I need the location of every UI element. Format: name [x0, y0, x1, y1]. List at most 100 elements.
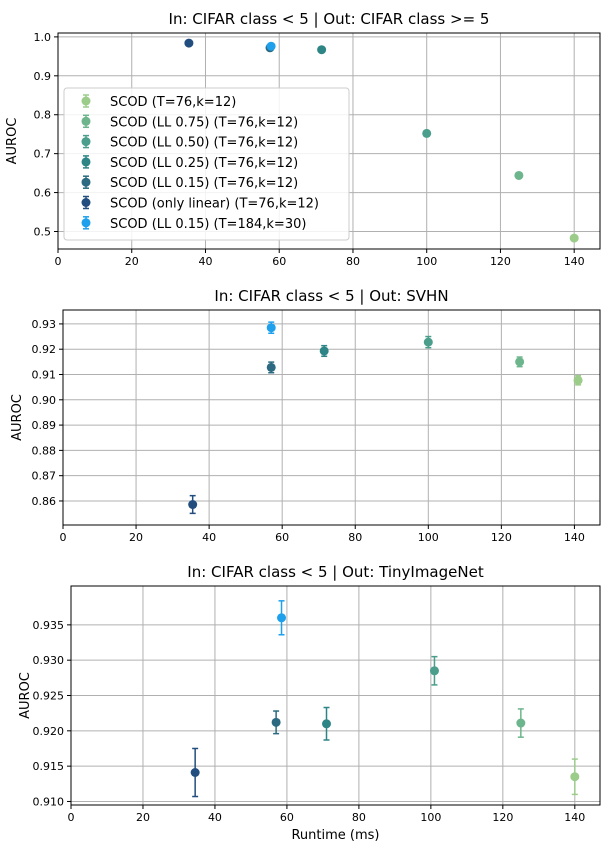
- y-tick-label: 0.5: [34, 225, 52, 238]
- x-tick-label: 40: [202, 531, 216, 544]
- legend-marker: [81, 218, 91, 228]
- point-marker: [184, 38, 194, 48]
- data-point: [188, 494, 198, 515]
- point-marker: [570, 772, 580, 782]
- x-tick-label: 60: [275, 531, 289, 544]
- y-tick-label: 0.93: [32, 318, 57, 331]
- x-tick-label: 80: [348, 531, 362, 544]
- data-point: [317, 45, 327, 55]
- x-tick-label: 80: [346, 255, 360, 268]
- point-marker: [322, 719, 332, 729]
- legend: SCOD (T=76,k=12) SCOD (LL 0.75) (T=76,k=1…: [63, 87, 350, 241]
- y-axis-label: AUROC: [10, 394, 25, 441]
- data-point: [573, 375, 583, 386]
- y-tick-label: 0.89: [32, 419, 57, 432]
- plot-frame: [57, 32, 601, 250]
- y-axis-label: AUROC: [18, 672, 33, 719]
- y-axis-label: AUROC: [5, 118, 20, 165]
- x-tick-label: 40: [198, 255, 212, 268]
- data-point: [184, 38, 194, 48]
- legend-entry: SCOD (LL 0.15) (T=184,k=30): [110, 217, 306, 232]
- legend-entry: SCOD (LL 0.75) (T=76,k=12): [110, 115, 298, 130]
- y-tick-label: 0.91: [32, 369, 57, 382]
- point-marker: [190, 768, 200, 778]
- x-tick-label: 20: [136, 811, 150, 824]
- data-point: [515, 356, 525, 368]
- x-tick-label: 80: [352, 811, 366, 824]
- data-point: [516, 708, 526, 738]
- data-point: [322, 706, 332, 741]
- x-tick-label: 0: [68, 811, 75, 824]
- point-marker: [515, 357, 525, 367]
- y-tick-label: 0.9: [34, 70, 52, 83]
- data-point: [266, 361, 276, 374]
- y-tick-label: 0.88: [32, 444, 57, 457]
- point-marker: [266, 323, 276, 333]
- x-tick-label: 140: [564, 531, 585, 544]
- chart-panel-1: 0 20 40 60 80 100 120 140 0.5 0.6 0.7 0.8 0.9 1.0 In: …: [5, 10, 601, 268]
- point-marker: [188, 500, 198, 510]
- data-point: [422, 128, 432, 138]
- data-point: [277, 600, 287, 636]
- y-tick-label: 0.90: [32, 394, 57, 407]
- y-tick-label: 1.0: [34, 31, 52, 44]
- chart-panel-3: 0 20 40 60 80 100 120 140 0.910 0.915 0.920 0.925 0.…: [18, 563, 601, 843]
- data-point: [319, 344, 329, 358]
- legend-marker: [81, 137, 91, 147]
- legend-marker: [81, 198, 91, 207]
- y-tick-label: 0.86: [32, 495, 57, 508]
- x-tick-label: 120: [490, 255, 511, 268]
- point-marker: [317, 45, 327, 55]
- x-tick-label: 0: [55, 255, 62, 268]
- data-point: [266, 321, 276, 335]
- x-tick-label: 100: [420, 811, 441, 824]
- x-axis-label: Runtime (ms): [291, 828, 379, 843]
- legend-entry: SCOD (LL 0.50) (T=76,k=12): [110, 136, 298, 151]
- legend-marker: [81, 116, 91, 126]
- data-point: [570, 758, 580, 796]
- legend-box: [63, 87, 350, 241]
- y-tick-label: 0.935: [33, 619, 65, 632]
- point-marker: [271, 717, 281, 727]
- point-marker: [429, 666, 439, 676]
- y-tick-label: 0.925: [33, 690, 65, 703]
- x-tick-label: 140: [564, 811, 585, 824]
- x-tick-label: 120: [491, 531, 512, 544]
- point-marker: [422, 128, 432, 138]
- point-marker: [319, 346, 329, 356]
- point-marker: [516, 718, 526, 728]
- y-tick-label: 0.87: [32, 470, 57, 483]
- x-tick-label: 100: [418, 531, 439, 544]
- point-marker: [573, 375, 583, 385]
- y-tick-label: 0.930: [33, 654, 65, 667]
- x-tick-label: 0: [60, 531, 67, 544]
- chart-title: In: CIFAR class < 5 | Out: CIFAR class >…: [169, 10, 490, 28]
- y-tick-label: 0.910: [33, 795, 65, 808]
- data-point: [423, 335, 433, 349]
- chart-panel-2: 0 20 40 60 80 100 120 140 0.86 0.87 0.88 0.89 0.90 0.…: [10, 287, 601, 544]
- y-tick-label: 0.92: [32, 343, 57, 356]
- legend-entry: SCOD (LL 0.25) (T=76,k=12): [110, 156, 298, 171]
- x-tick-label: 20: [125, 255, 139, 268]
- x-tick-label: 60: [272, 255, 286, 268]
- x-tick-label: 60: [280, 811, 294, 824]
- legend-marker: [81, 96, 91, 106]
- legend-marker: [81, 157, 91, 167]
- y-tick-label: 0.8: [34, 109, 52, 122]
- x-tick-label: 120: [492, 811, 513, 824]
- y-tick-label: 0.920: [33, 725, 65, 738]
- legend-marker: [81, 177, 91, 187]
- point-marker: [266, 362, 276, 372]
- data-point: [569, 233, 579, 243]
- x-tick-label: 40: [208, 811, 222, 824]
- y-tick-label: 0.915: [33, 760, 65, 773]
- data-point: [514, 170, 524, 180]
- legend-entry: SCOD (only linear) (T=76,k=12): [110, 197, 319, 212]
- x-tick-label: 100: [416, 255, 437, 268]
- legend-entry: SCOD (T=76,k=12): [110, 95, 236, 110]
- point-marker: [514, 170, 524, 180]
- data-point: [266, 41, 276, 51]
- point-marker: [423, 337, 433, 347]
- point-marker: [266, 41, 276, 51]
